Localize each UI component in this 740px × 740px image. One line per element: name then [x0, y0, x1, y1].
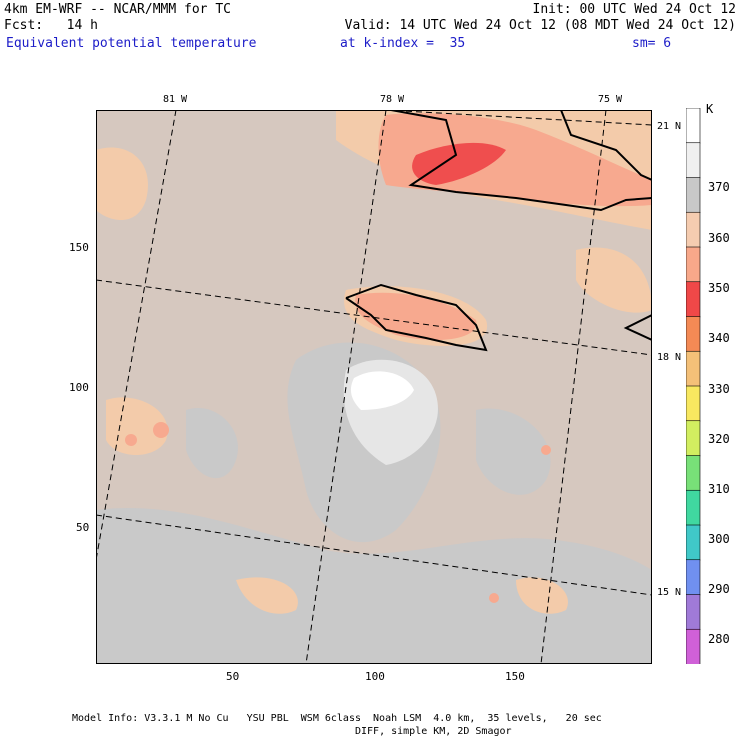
colorbar-label-280: 280	[708, 632, 730, 646]
meridian-81w	[96, 110, 177, 561]
coast-east	[560, 110, 652, 181]
smoothing: sm= 6	[632, 36, 672, 51]
forecast-hour: Fcst: 14 h	[4, 18, 98, 33]
colorbar-swatch	[686, 108, 701, 144]
warm-patch-sw	[236, 577, 298, 614]
vertical-level: at k-index = 35	[340, 36, 466, 51]
cool-patch-east	[476, 408, 551, 495]
colorbar-label-330: 330	[708, 382, 730, 396]
x-tick-100: 100	[365, 670, 385, 683]
model-info: Model Info: V3.3.1 M No Cu YSU PBL WSM 6…	[72, 713, 602, 724]
valid-time: Valid: 14 UTC Wed 24 Oct 12 (08 MDT Wed …	[344, 18, 736, 33]
meridian-78w	[305, 110, 387, 664]
colorbar-label-320: 320	[708, 432, 730, 446]
warm-patch-west	[106, 397, 168, 455]
model-title: 4km EM-WRF -- NCAR/MMM for TC	[4, 2, 231, 17]
warm-patch-nw	[96, 147, 148, 220]
pink-dot-2	[125, 434, 137, 446]
colorbar-swatch	[686, 559, 701, 596]
lon-label-75w: 75 W	[598, 94, 623, 105]
red-core-north	[412, 142, 506, 185]
lon-label-81w: 81 W	[163, 94, 188, 105]
pink-band-north	[378, 113, 652, 207]
colorbar-swatch	[686, 350, 701, 387]
colorbar-label-370: 370	[708, 180, 730, 194]
map-frame	[96, 110, 652, 664]
colorbar-label-360: 360	[708, 231, 730, 245]
cool-region-south	[96, 508, 652, 664]
x-tick-50: 50	[226, 670, 240, 683]
colorbar-swatch	[686, 455, 701, 492]
pink-dot-1	[153, 422, 169, 438]
warm-patch-south	[516, 577, 568, 614]
lat-label-21n: 21 N	[657, 121, 682, 132]
colorbar-swatch	[686, 489, 701, 526]
colorbar-label-310: 310	[708, 482, 730, 496]
y-tick-150: 150	[69, 241, 89, 254]
x-tick-150: 150	[505, 670, 525, 683]
coast-cuba	[390, 110, 652, 212]
field-name: Equivalent potential temperature	[6, 36, 257, 51]
colorbar-swatch	[686, 281, 701, 318]
colorbar-label-340: 340	[708, 331, 730, 345]
colorbar-swatch	[686, 628, 701, 664]
colorbar-swatch	[686, 420, 701, 457]
colorbar-swatch	[686, 142, 701, 179]
colorbar-swatch	[686, 211, 701, 248]
y-tick-100: 100	[69, 381, 89, 394]
colorbar-swatch	[686, 385, 701, 422]
y-tick-50: 50	[76, 521, 90, 534]
colorbar-swatch	[686, 524, 701, 561]
parallel-15n	[96, 514, 652, 596]
colorbar-swatch	[686, 316, 701, 353]
colorbar	[686, 108, 701, 664]
colorbar-swatch	[686, 594, 701, 631]
theta-e-map	[96, 110, 652, 664]
colorbar-label-290: 290	[708, 582, 730, 596]
model-diffusion: DIFF, simple KM, 2D Smagor	[355, 726, 512, 737]
coast-hispaniola	[623, 314, 652, 341]
colorbar-label-350: 350	[708, 281, 730, 295]
pink-dot-3	[541, 445, 551, 455]
init-time: Init: 00 UTC Wed 24 Oct 12	[532, 2, 737, 17]
cool-patch-west	[186, 408, 238, 479]
colorbar-unit: K	[706, 102, 714, 116]
colorbar-swatch	[686, 177, 701, 214]
warm-patch-ne	[576, 247, 652, 313]
coastlines	[345, 110, 652, 352]
lat-label-15n: 15 N	[657, 587, 682, 598]
lon-label-78w: 78 W	[380, 94, 405, 105]
coast-jamaica	[345, 283, 488, 352]
lat-label-18n: 18 N	[657, 352, 682, 363]
meridian-75w	[540, 110, 607, 664]
parallel-21n	[385, 110, 652, 126]
colorbar-swatch	[686, 246, 701, 283]
white-core	[350, 371, 414, 410]
pink-dot-4	[489, 593, 499, 603]
colorbar-label-300: 300	[708, 532, 730, 546]
